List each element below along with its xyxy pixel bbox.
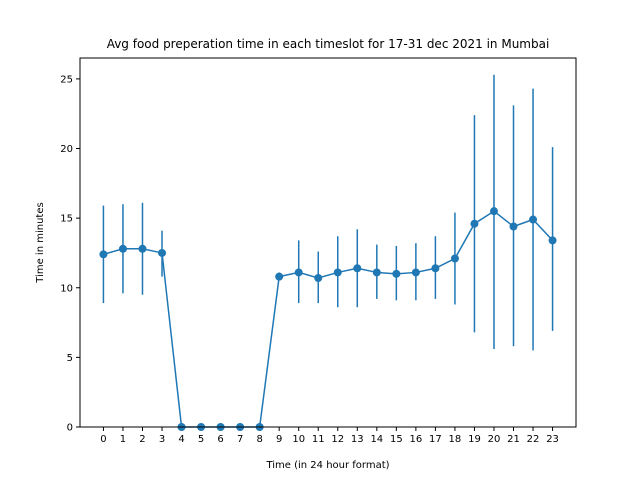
x-tick-label: 23 bbox=[546, 434, 559, 445]
data-point bbox=[489, 207, 498, 216]
x-tick-label: 15 bbox=[390, 434, 403, 445]
x-tick-label: 3 bbox=[159, 434, 165, 445]
x-tick-label: 4 bbox=[178, 434, 184, 445]
x-tick-label: 5 bbox=[198, 434, 204, 445]
x-tick-label: 0 bbox=[100, 434, 106, 445]
data-point bbox=[138, 244, 147, 253]
data-point bbox=[118, 244, 127, 253]
x-tick-label: 16 bbox=[410, 434, 423, 445]
data-point bbox=[333, 268, 342, 277]
data-point bbox=[431, 264, 440, 273]
x-tick-label: 22 bbox=[527, 434, 540, 445]
data-point bbox=[275, 272, 284, 281]
chart-title: Avg food preperation time in each timesl… bbox=[107, 37, 550, 51]
data-point bbox=[509, 222, 518, 231]
x-tick-label: 7 bbox=[237, 434, 243, 445]
x-tick-label: 6 bbox=[217, 434, 223, 445]
data-point bbox=[372, 268, 381, 277]
x-tick-label: 10 bbox=[292, 434, 305, 445]
x-tick-label: 9 bbox=[276, 434, 282, 445]
data-point bbox=[411, 268, 420, 277]
x-tick-label: 17 bbox=[429, 434, 442, 445]
data-point bbox=[158, 248, 167, 257]
data-point bbox=[529, 215, 538, 224]
data-point bbox=[450, 254, 459, 263]
data-point bbox=[99, 250, 108, 259]
x-tick-label: 13 bbox=[351, 434, 364, 445]
series-line bbox=[103, 210, 554, 428]
data-point bbox=[294, 268, 303, 277]
x-tick-label: 19 bbox=[468, 434, 481, 445]
x-tick-label: 11 bbox=[312, 434, 325, 445]
x-axis-title: Time (in 24 hour format) bbox=[265, 460, 389, 471]
data-point bbox=[548, 236, 557, 245]
y-tick-label: 20 bbox=[60, 144, 73, 155]
y-tick-label: 10 bbox=[60, 283, 73, 294]
y-axis-title: Time in minutes bbox=[35, 202, 46, 283]
x-tick-label: 2 bbox=[139, 434, 145, 445]
data-point bbox=[392, 269, 401, 278]
data-point bbox=[314, 274, 323, 283]
y-tick-label: 25 bbox=[60, 74, 73, 85]
plot-frame bbox=[79, 57, 577, 428]
x-tick-label: 1 bbox=[120, 434, 126, 445]
y-tick-label: 0 bbox=[67, 423, 73, 434]
y-tick-label: 5 bbox=[67, 353, 73, 364]
x-tick-label: 20 bbox=[488, 434, 501, 445]
x-tick-label: 8 bbox=[256, 434, 262, 445]
y-tick-label: 15 bbox=[60, 214, 73, 225]
data-point bbox=[470, 219, 479, 228]
x-tick-label: 12 bbox=[331, 434, 344, 445]
x-tick-label: 21 bbox=[507, 434, 520, 445]
x-tick-label: 18 bbox=[449, 434, 462, 445]
x-tick-label: 14 bbox=[370, 434, 383, 445]
data-point bbox=[353, 264, 362, 273]
